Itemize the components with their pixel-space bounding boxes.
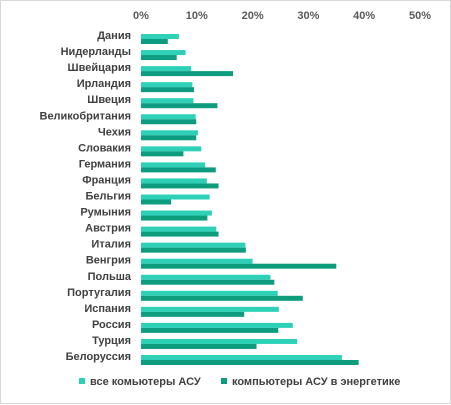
category-label: Словакия [78,142,131,154]
category-label: Бельгия [85,191,131,203]
bar-all-computers [141,322,293,328]
category-label: Польша [88,271,132,283]
x-tick-label: 20% [242,10,264,22]
category-label: Ирландия [77,78,131,90]
bar-all-computers [141,114,196,120]
bar-all-computers [141,210,212,216]
bar-all-computers [141,146,202,152]
category-label: Великобритания [40,110,132,122]
bar-energy-computers [141,215,208,221]
bar-energy-computers [141,295,303,301]
bar-energy-computers [141,360,359,365]
category-label: Германия [79,158,131,170]
category-label: Франция [82,174,131,186]
bar-energy-computers [141,119,197,125]
x-tick-label: 10% [186,10,208,22]
bar-all-computers [141,306,279,312]
bar-energy-computers [141,167,216,173]
bar-all-computers [141,178,207,184]
bar-energy-computers [141,343,257,349]
bar-all-computers [141,290,278,296]
bar-all-computers [141,162,206,168]
category-label: Дания [97,30,131,42]
category-label: Швейцария [68,62,131,74]
bar-all-computers [141,338,298,344]
bar-all-computers [141,274,271,280]
category-label: Португалия [67,287,131,299]
bar-all-computers [141,82,193,88]
bar-energy-computers [141,231,219,237]
bar-all-computers [141,130,198,136]
category-label: Турция [92,335,131,347]
bar-all-computers [141,34,179,39]
bar-all-computers [141,98,194,104]
bar-all-computers [141,355,342,360]
bar-energy-computers [141,103,218,109]
bar-energy-computers [141,183,219,189]
category-label: Нидерланды [61,46,131,58]
bar-all-computers [141,194,210,200]
bars [141,34,359,365]
x-tick-label: 30% [297,10,319,22]
bar-all-computers [141,50,186,56]
category-label: Швеция [87,94,131,106]
category-label: Румыния [80,207,131,219]
category-label: Венгрия [86,255,131,267]
legend-swatch [221,378,227,384]
legend: все комьютеры АСУ компьютеры АСУ в энерге… [79,376,400,388]
category-label: Испания [84,303,131,315]
bar-energy-computers [141,87,195,93]
category-label: Белоруссия [66,351,131,363]
x-tick-label: 40% [353,10,375,22]
bar-all-computers [141,226,217,232]
bar-all-computers [141,242,246,248]
category-label: Австрия [85,223,131,235]
category-label: Италия [91,239,131,251]
x-tick-label: 0% [133,10,149,22]
category-label: Россия [92,319,131,331]
bar-energy-computers [141,135,197,141]
bar-energy-computers [141,71,234,77]
category-label: Чехия [98,126,131,138]
bar-all-computers [141,258,253,264]
bar-energy-computers [141,311,245,317]
x-tick-label: 50% [409,10,431,22]
legend-label: все комьютеры АСУ [90,376,201,388]
bar-energy-computers [141,263,337,269]
legend-label: компьютеры АСУ в энергетике [232,376,400,388]
bar-energy-computers [141,279,275,285]
bar-energy-computers [141,327,279,333]
bar-energy-computers [141,151,184,157]
x-axis-ticks: 0% 10% 20% 30% 40% 50% [133,10,431,22]
bar-all-computers [141,66,192,72]
bar-energy-computers [141,55,177,61]
bar-energy-computers [141,247,246,253]
bar-energy-computers [141,199,172,205]
category-labels: Дания Нидерланды Швейцария Ирландия Швеция Ве… [40,30,132,363]
legend-swatch [79,378,85,384]
bar-energy-computers [141,39,168,44]
